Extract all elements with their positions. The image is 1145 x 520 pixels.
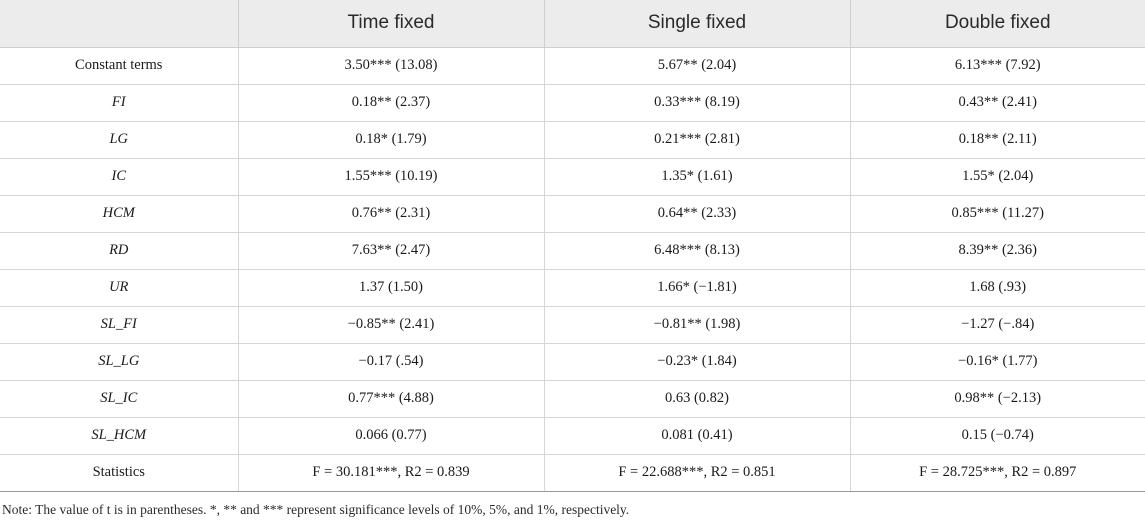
header-cell-single-fixed: Single fixed xyxy=(544,0,851,48)
cell-single-fixed: 5.67** (2.04) xyxy=(544,47,851,85)
row-variable-label: FI xyxy=(0,84,239,122)
cell-time-fixed: 3.50*** (13.08) xyxy=(238,47,545,85)
row-variable-label: UR xyxy=(0,269,239,307)
cell-double-fixed: 8.39** (2.36) xyxy=(850,232,1145,270)
cell-time-fixed: 0.76** (2.31) xyxy=(238,195,545,233)
header-cell-variable xyxy=(0,0,239,48)
row-variable-label: Statistics xyxy=(0,454,239,492)
cell-single-fixed: F = 22.688***, R2 = 0.851 xyxy=(544,454,851,492)
table-row: SL_LG −0.17 (.54) −0.23* (1.84) −0.16* (1.7… xyxy=(0,343,1145,381)
table-row: HCM 0.76** (2.31) 0.64** (2.33) 0.85*** (11… xyxy=(0,195,1145,233)
table-row: Statistics F = 30.181***, R2 = 0.839 F = 2… xyxy=(0,454,1145,492)
cell-single-fixed: 1.66* (−1.81) xyxy=(544,269,851,307)
cell-single-fixed: 6.48*** (8.13) xyxy=(544,232,851,270)
cell-time-fixed: 0.066 (0.77) xyxy=(238,417,545,455)
cell-time-fixed: 0.18** (2.37) xyxy=(238,84,545,122)
table-row: SL_FI −0.85** (2.41) −0.81** (1.98) −1.27 (… xyxy=(0,306,1145,344)
cell-time-fixed: 1.37 (1.50) xyxy=(238,269,545,307)
row-variable-label: LG xyxy=(0,121,239,159)
cell-single-fixed: 0.63 (0.82) xyxy=(544,380,851,418)
cell-double-fixed: 0.43** (2.41) xyxy=(850,84,1145,122)
cell-single-fixed: 0.33*** (8.19) xyxy=(544,84,851,122)
regression-table: Time fixed Single fixed Double fixed Con… xyxy=(0,0,1145,492)
cell-time-fixed: 0.18* (1.79) xyxy=(238,121,545,159)
header-row: Time fixed Single fixed Double fixed xyxy=(0,0,1145,48)
table-row: RD 7.63** (2.47) 6.48*** (8.13) 8.39** (2.3… xyxy=(0,232,1145,270)
cell-double-fixed: 0.85*** (11.27) xyxy=(850,195,1145,233)
cell-time-fixed: F = 30.181***, R2 = 0.839 xyxy=(238,454,545,492)
cell-double-fixed: 1.55* (2.04) xyxy=(850,158,1145,196)
cell-time-fixed: 1.55*** (10.19) xyxy=(238,158,545,196)
table-row: Constant terms 3.50*** (13.08) 5.67** (2.0… xyxy=(0,47,1145,85)
cell-single-fixed: 1.35* (1.61) xyxy=(544,158,851,196)
cell-double-fixed: 6.13*** (7.92) xyxy=(850,47,1145,85)
cell-single-fixed: −0.23* (1.84) xyxy=(544,343,851,381)
cell-single-fixed: 0.21*** (2.81) xyxy=(544,121,851,159)
table-row: SL_HCM 0.066 (0.77) 0.081 (0.41) 0.15 (−0.7… xyxy=(0,417,1145,455)
header-cell-double-fixed: Double fixed xyxy=(850,0,1145,48)
table-row: LG 0.18* (1.79) 0.21*** (2.81) 0.18** (2.11… xyxy=(0,121,1145,159)
cell-time-fixed: 0.77*** (4.88) xyxy=(238,380,545,418)
cell-double-fixed: F = 28.725***, R2 = 0.897 xyxy=(850,454,1145,492)
header-cell-time-fixed: Time fixed xyxy=(238,0,545,48)
row-variable-label: SL_HCM xyxy=(0,417,239,455)
cell-time-fixed: 7.63** (2.47) xyxy=(238,232,545,270)
table-row: SL_IC 0.77*** (4.88) 0.63 (0.82) 0.98** (−2… xyxy=(0,380,1145,418)
cell-double-fixed: −1.27 (−.84) xyxy=(850,306,1145,344)
row-variable-label: RD xyxy=(0,232,239,270)
table-row: IC 1.55*** (10.19) 1.35* (1.61) 1.55* (2.04… xyxy=(0,158,1145,196)
cell-time-fixed: −0.17 (.54) xyxy=(238,343,545,381)
table-note: Note: The value of t is in parentheses. … xyxy=(2,501,630,517)
row-variable-label: SL_FI xyxy=(0,306,239,344)
cell-double-fixed: 0.15 (−0.74) xyxy=(850,417,1145,455)
row-variable-label: Constant terms xyxy=(0,47,239,85)
cell-single-fixed: 0.64** (2.33) xyxy=(544,195,851,233)
cell-double-fixed: 0.98** (−2.13) xyxy=(850,380,1145,418)
row-variable-label: IC xyxy=(0,158,239,196)
table-row: UR 1.37 (1.50) 1.66* (−1.81) 1.68 (.93) xyxy=(0,269,1145,307)
row-variable-label: HCM xyxy=(0,195,239,233)
table-body: Constant terms 3.50*** (13.08) 5.67** (2.0… xyxy=(0,47,1145,492)
row-variable-label: SL_LG xyxy=(0,343,239,381)
table-header: Time fixed Single fixed Double fixed xyxy=(0,0,1145,48)
table-row: FI 0.18** (2.37) 0.33*** (8.19) 0.43** (2.4… xyxy=(0,84,1145,122)
cell-double-fixed: 0.18** (2.11) xyxy=(850,121,1145,159)
cell-double-fixed: −0.16* (1.77) xyxy=(850,343,1145,381)
cell-double-fixed: 1.68 (.93) xyxy=(850,269,1145,307)
cell-single-fixed: 0.081 (0.41) xyxy=(544,417,851,455)
cell-time-fixed: −0.85** (2.41) xyxy=(238,306,545,344)
row-variable-label: SL_IC xyxy=(0,380,239,418)
cell-single-fixed: −0.81** (1.98) xyxy=(544,306,851,344)
